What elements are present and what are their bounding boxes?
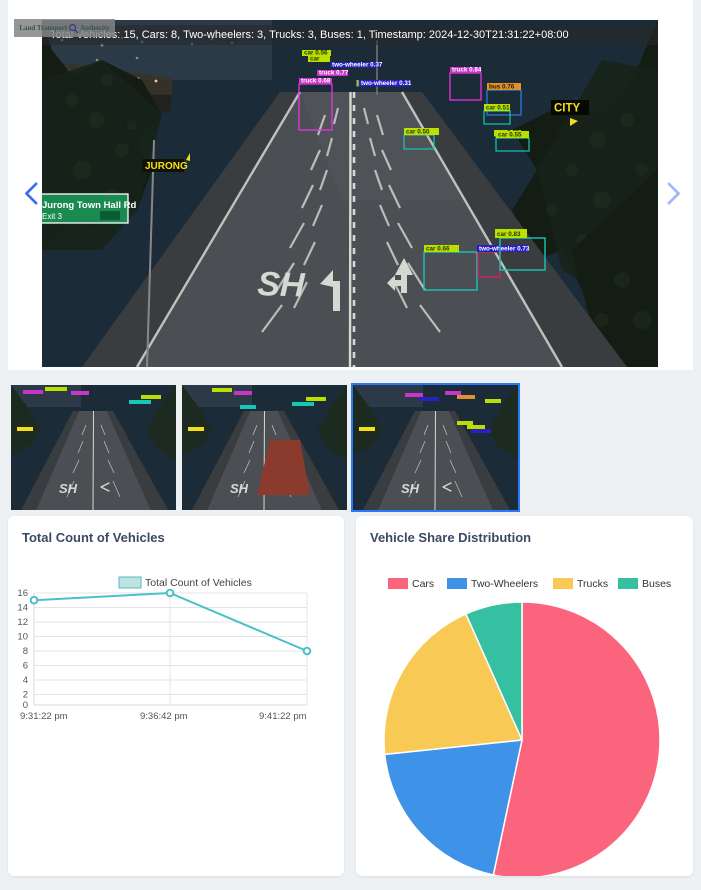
svg-text:two-wheeler 0.31: two-wheeler 0.31 [361,80,412,87]
svg-text:Cars: Cars [412,578,434,590]
svg-text:car 0.66: car 0.66 [426,246,450,253]
svg-text:10: 10 [17,632,28,643]
svg-text:CITY: CITY [554,103,581,115]
svg-text:4: 4 [23,675,28,686]
svg-text:truck 0.77: truck 0.77 [319,70,349,77]
svg-text:Total Count of Vehicles: Total Count of Vehicles [145,577,252,589]
svg-text:9:31:22 pm: 9:31:22 pm [20,711,68,722]
svg-text:car: car [310,56,320,63]
svg-text:car 0.50: car 0.50 [406,129,430,136]
svg-text:truck 0.68: truck 0.68 [301,78,331,85]
svg-text:Two-Wheelers: Two-Wheelers [471,578,538,590]
svg-text:2: 2 [23,690,28,701]
svg-text:car 0.51: car 0.51 [486,105,510,112]
svg-text:14: 14 [17,603,28,614]
svg-text:car 0.55: car 0.55 [498,132,522,139]
svg-text:SH: SH [257,265,307,305]
svg-text:9:41:22 pm: 9:41:22 pm [259,711,307,722]
svg-text:12: 12 [17,617,28,628]
svg-text:Exit 3: Exit 3 [42,212,63,221]
svg-text:two-wheeler 0.37: two-wheeler 0.37 [332,61,383,68]
svg-text:bus 0.76: bus 0.76 [489,84,515,91]
svg-text:Jurong Town Hall Rd: Jurong Town Hall Rd [42,200,136,211]
svg-text:two-wheeler 0.73: two-wheeler 0.73 [479,246,530,253]
svg-text:8: 8 [23,646,28,657]
svg-text:16: 16 [17,588,28,599]
svg-text:Trucks: Trucks [577,578,608,590]
svg-text:car 0.83: car 0.83 [497,231,521,238]
svg-text:0: 0 [23,700,28,711]
svg-text:9:36:42 pm: 9:36:42 pm [140,711,188,722]
svg-text:Buses: Buses [642,578,671,590]
svg-text:JURONG: JURONG [145,161,188,172]
svg-text:truck 0.84: truck 0.84 [452,67,482,74]
svg-text:6: 6 [23,661,28,672]
